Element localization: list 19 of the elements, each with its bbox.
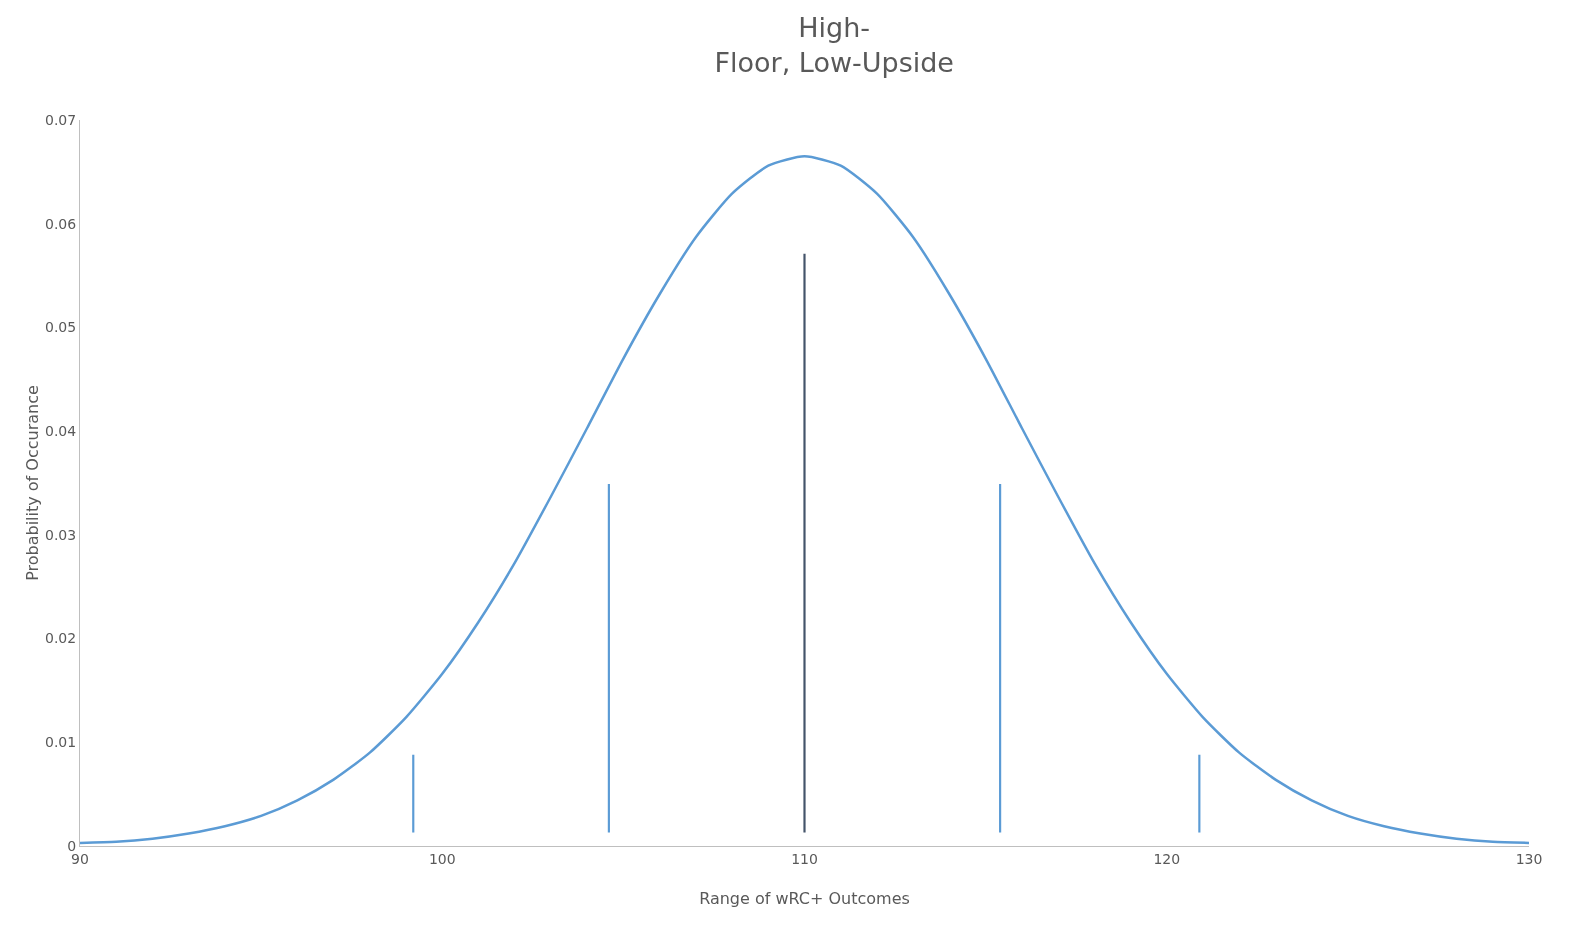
x-tick-label: 100 — [428, 850, 456, 867]
x-axis-title: Range of wRC+ Outcomes — [699, 889, 910, 908]
y-tick-label: 0.07 — [45, 111, 77, 128]
y-tick-label: 0.05 — [45, 319, 77, 336]
x-tick-label: 120 — [1153, 850, 1181, 867]
bar — [607, 484, 610, 833]
chart-title: High- Floor, Low-Upside — [714, 12, 954, 79]
bar — [803, 253, 806, 833]
bar — [1198, 754, 1201, 833]
y-tick-label: 0.06 — [45, 215, 77, 232]
bar — [412, 754, 415, 833]
y-tick-label: 0.02 — [45, 630, 77, 647]
x-tick-label: 110 — [791, 850, 818, 867]
y-tick-label: 0.01 — [45, 734, 77, 751]
bar — [999, 484, 1002, 833]
y-tick-label: 0.04 — [45, 423, 77, 440]
x-tick-label: 130 — [1515, 850, 1543, 867]
y-axis-title: Probability of Occurance — [23, 385, 42, 581]
y-tick-label: 0.03 — [45, 526, 77, 543]
